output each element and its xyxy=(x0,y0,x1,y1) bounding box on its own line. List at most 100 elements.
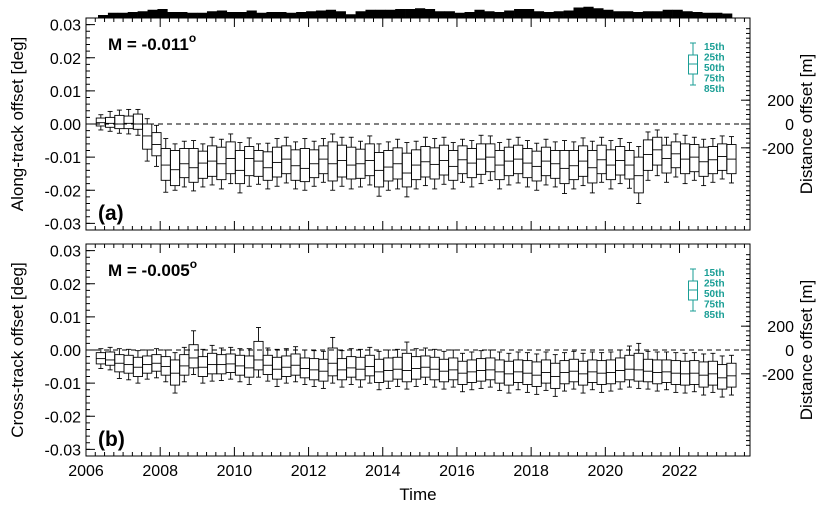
mean-annotation: M = -0.005o xyxy=(108,257,197,280)
count-bar xyxy=(474,9,485,18)
box-plot xyxy=(234,142,245,194)
box-iqr xyxy=(485,357,496,381)
count-bar xyxy=(147,9,158,18)
y-tick-label: 0.00 xyxy=(50,343,81,360)
box-plot xyxy=(485,349,496,388)
box-plot xyxy=(568,350,579,390)
count-bar xyxy=(157,9,168,18)
box-plot xyxy=(559,352,570,392)
y-axis-title: Along-track offset [deg] xyxy=(8,37,27,212)
count-bar xyxy=(107,12,119,18)
box-plot xyxy=(698,138,709,187)
y-axis-right-title: Distance offset [m] xyxy=(797,280,816,420)
box-plot xyxy=(726,354,737,396)
count-bar xyxy=(444,11,455,18)
box-plot xyxy=(476,350,487,389)
box-plot xyxy=(615,138,626,185)
box-iqr xyxy=(114,114,125,130)
box-iqr xyxy=(346,356,357,378)
box-iqr xyxy=(485,143,496,173)
y-tick-label: 0.03 xyxy=(50,18,81,35)
box-iqr xyxy=(522,360,533,385)
box-plot xyxy=(309,350,320,387)
y-right-tick-label: 200 xyxy=(767,319,794,336)
box-iqr xyxy=(689,360,700,385)
box-iqr xyxy=(355,356,366,381)
count-bar xyxy=(286,12,297,18)
box-iqr xyxy=(652,136,663,166)
legend-label: 75th xyxy=(704,300,725,311)
y-tick-label: -0.03 xyxy=(45,442,82,459)
y-tick-label: -0.02 xyxy=(45,409,82,426)
box-iqr xyxy=(234,354,245,376)
box-iqr xyxy=(253,340,264,371)
legend-label: 15th xyxy=(704,268,725,279)
box-iqr xyxy=(568,150,579,181)
box-plot xyxy=(633,146,644,204)
box-iqr xyxy=(142,123,153,150)
box-plot xyxy=(494,351,505,391)
box-plot xyxy=(457,138,468,183)
box-iqr xyxy=(290,149,301,181)
x-tick-label: 2020 xyxy=(588,463,624,480)
box-plot xyxy=(234,348,245,383)
box-iqr xyxy=(179,148,190,179)
box-iqr xyxy=(374,358,385,383)
box-iqr xyxy=(503,360,514,386)
box-plot xyxy=(197,348,208,384)
y-tick-label: 0.01 xyxy=(50,84,81,101)
count-bar xyxy=(296,12,307,18)
box-plot xyxy=(522,140,533,188)
boxplot-series xyxy=(95,108,737,204)
box-iqr xyxy=(670,141,681,169)
count-bar xyxy=(563,10,574,18)
x-tick-label: 2022 xyxy=(662,463,698,480)
box-iqr xyxy=(169,150,181,187)
box-plot xyxy=(179,140,190,188)
box-plot xyxy=(401,341,412,390)
x-tick-label: 2016 xyxy=(439,463,475,480)
box-iqr xyxy=(605,359,616,385)
box-iqr xyxy=(642,139,654,171)
box-iqr xyxy=(299,357,310,379)
box-iqr xyxy=(336,144,348,178)
count-bar xyxy=(355,11,366,18)
box-iqr xyxy=(707,360,718,386)
box-plot xyxy=(132,108,143,136)
count-bar xyxy=(345,14,356,18)
box-iqr xyxy=(281,355,292,377)
count-bar xyxy=(137,11,148,18)
box-plot xyxy=(364,346,375,384)
count-bar xyxy=(533,11,545,18)
box-plot xyxy=(271,348,283,387)
count-bar xyxy=(632,12,644,18)
legend-label: 15th xyxy=(704,42,725,53)
x-axis-title: Time xyxy=(399,485,436,504)
box-iqr xyxy=(271,356,283,380)
legend-label: 25th xyxy=(704,53,725,64)
box-plot xyxy=(253,143,264,185)
box-plot xyxy=(587,140,598,194)
box-plot xyxy=(151,124,162,167)
y-tick-label: 0.01 xyxy=(50,310,81,327)
box-plot xyxy=(355,348,366,388)
box-iqr xyxy=(550,150,561,179)
count-bar xyxy=(484,11,495,18)
box-iqr xyxy=(429,147,440,180)
box-plot xyxy=(438,136,450,185)
count-bar xyxy=(464,12,475,18)
box-plot xyxy=(540,138,552,186)
box-iqr xyxy=(234,150,245,185)
count-bar xyxy=(494,12,505,18)
box-iqr xyxy=(540,359,552,384)
count-bars xyxy=(98,6,733,18)
box-plot xyxy=(411,140,422,190)
legend-label: 50th xyxy=(704,289,725,300)
box-plot xyxy=(318,350,329,389)
box-plot xyxy=(522,352,533,393)
box-iqr xyxy=(160,356,171,376)
box-plot xyxy=(652,351,663,392)
box-plot xyxy=(95,114,106,131)
